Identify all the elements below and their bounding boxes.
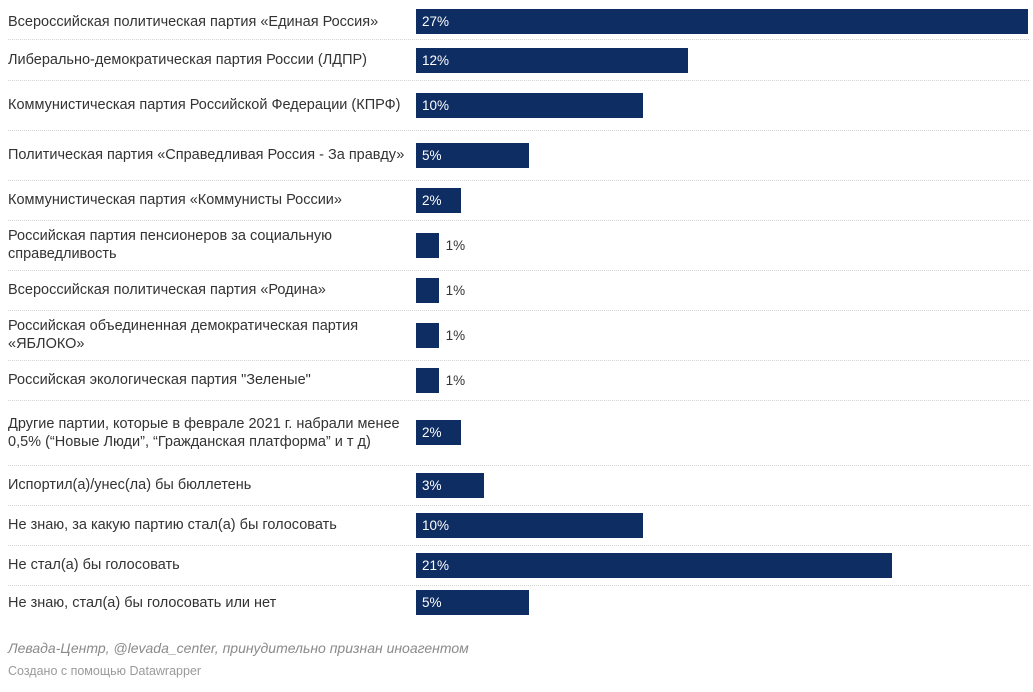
row-divider — [8, 270, 1029, 271]
bar — [416, 472, 484, 498]
category-label: Либерально-демократическая партия России… — [8, 52, 367, 68]
bar — [416, 142, 530, 168]
category-label: Коммунистическая партия Российской Федер… — [8, 97, 401, 113]
bar-chart: Всероссийская политическая партия «Едина… — [0, 4, 1033, 620]
category-label: Не стал(а) бы голосовать — [8, 557, 180, 573]
value-label: 10% — [422, 97, 450, 113]
category-label: Не знаю, стал(а) бы голосовать или нет — [8, 594, 277, 611]
row-divider — [8, 310, 1029, 311]
value-label: 5% — [422, 595, 442, 610]
bar — [416, 590, 530, 615]
chart-row: Российская партия пенсионеров за социаль… — [0, 220, 1033, 271]
chart-row: Другие партии, которые в феврале 2021 г.… — [0, 400, 1033, 466]
bar — [416, 277, 439, 303]
row-divider — [8, 360, 1029, 361]
chart-row: Либерально-демократическая партия России… — [0, 40, 1033, 81]
chart-row: Политическая партия «Справедливая Россия… — [0, 130, 1033, 181]
category-label: Российская объединенная демократическая … — [8, 318, 359, 352]
chart-row: Российская экологическая партия "Зеленые… — [0, 360, 1033, 401]
bar — [416, 420, 462, 445]
category-label: Не знаю, за какую партию стал(а) бы голо… — [8, 517, 337, 533]
bar — [416, 512, 643, 538]
bar — [416, 232, 439, 258]
chart-row: Не стал(а) бы голосовать 21% — [0, 545, 1033, 586]
category-label: Политическая партия «Справедливая Россия… — [8, 147, 405, 163]
row-divider — [8, 180, 1029, 181]
category-label: Российская партия пенсионеров за социаль… — [8, 228, 333, 262]
bar — [416, 322, 439, 348]
credit-note: Создано с помощью Datawrapper — [8, 664, 202, 678]
row-divider — [8, 39, 1029, 40]
value-label: 5% — [422, 147, 442, 163]
source-note: Левада-Центр, @levada_center, принудител… — [8, 640, 469, 656]
value-label: 3% — [422, 477, 442, 493]
chart-row: Всероссийская политическая партия «Едина… — [0, 4, 1033, 40]
chart-row: Всероссийская политическая партия «Родин… — [0, 270, 1033, 311]
row-divider — [8, 545, 1029, 546]
value-label: 2% — [422, 425, 442, 440]
value-label: 27% — [422, 14, 450, 29]
chart-row: Коммунистическая партия Российской Федер… — [0, 80, 1033, 131]
bar — [416, 47, 688, 73]
value-label: 1% — [445, 282, 466, 298]
category-label: Другие партии, которые в феврале 2021 г.… — [8, 415, 400, 450]
category-label: Всероссийская политическая партия «Родин… — [8, 282, 326, 298]
category-label: Всероссийская политическая партия «Едина… — [8, 13, 379, 30]
value-label: 2% — [422, 192, 442, 208]
row-divider — [8, 220, 1029, 221]
row-divider — [8, 130, 1029, 131]
bar — [416, 367, 439, 393]
chart-row: Не знаю, за какую партию стал(а) бы голо… — [0, 505, 1033, 546]
chart-row: Не знаю, стал(а) бы голосовать или нет 5% — [0, 585, 1033, 620]
category-label: Российская экологическая партия "Зеленые… — [8, 372, 311, 388]
chart-row: Коммунистическая партия «Коммунисты Росс… — [0, 180, 1033, 221]
row-divider — [8, 465, 1029, 466]
row-divider — [8, 400, 1029, 401]
category-label: Коммунистическая партия «Коммунисты Росс… — [8, 192, 342, 208]
bar — [416, 92, 643, 118]
chart-row: Испортил(а)/унес(ла) бы бюллетень 3% — [0, 465, 1033, 506]
row-divider — [8, 80, 1029, 81]
value-label: 1% — [445, 372, 466, 388]
bar — [416, 187, 462, 213]
row-divider — [8, 505, 1029, 506]
chart-row: Российская объединенная демократическая … — [0, 310, 1033, 361]
value-label: 1% — [445, 237, 466, 253]
value-label: 1% — [445, 327, 466, 343]
bar — [416, 552, 892, 578]
row-divider — [8, 585, 1029, 586]
value-label: 12% — [422, 52, 450, 68]
value-label: 10% — [422, 517, 450, 533]
bar — [416, 9, 1028, 34]
category-label: Испортил(а)/унес(ла) бы бюллетень — [8, 477, 252, 493]
value-label: 21% — [422, 557, 450, 573]
